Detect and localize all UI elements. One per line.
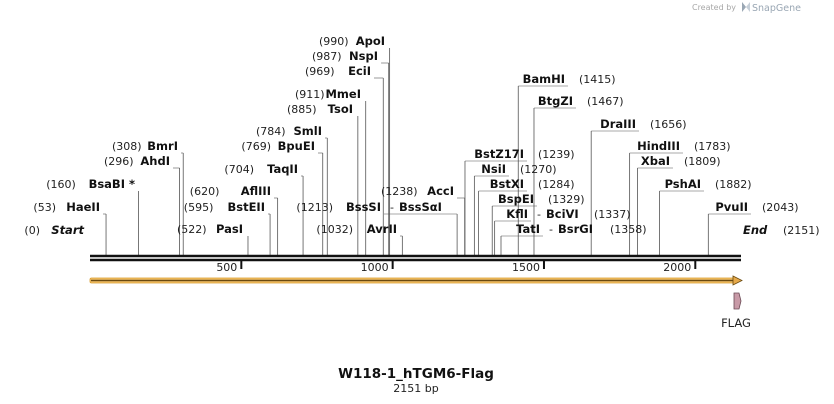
snapgene-logo-icon	[742, 2, 750, 12]
snapgene-credit: Created by SnapGene	[692, 2, 801, 14]
site-pair-separator: -	[537, 208, 541, 221]
site-position-label: (1270)	[520, 163, 557, 176]
site-name-label[interactable]: BpuEI	[278, 139, 315, 153]
site-position-label: (1358)	[610, 223, 647, 236]
site-position-label: (987)	[312, 50, 342, 63]
ruler-tick-label: 500	[216, 261, 237, 274]
site-name-label[interactable]: AhdI	[140, 154, 170, 168]
site-name-label[interactable]: KflI	[506, 207, 528, 221]
credit-brand: SnapGene	[752, 3, 801, 14]
site-name-label[interactable]: BstXI	[490, 177, 524, 191]
site-name-label[interactable]: PshAI	[665, 177, 701, 191]
ruler-tick-label: 1500	[512, 261, 540, 274]
site-name-label[interactable]: BstEII	[227, 200, 265, 214]
site-name-label[interactable]: EciI	[348, 64, 371, 78]
site-position-label: (296)	[104, 155, 134, 168]
credit-prefix: Created by	[692, 3, 736, 12]
sequence-backbone	[90, 254, 741, 262]
site-name-label[interactable]: MmeI	[325, 87, 361, 101]
site-name-label[interactable]: BssSI	[346, 200, 381, 214]
site-position-label: (53)	[33, 201, 56, 214]
site-name-label[interactable]: XbaI	[641, 154, 670, 168]
restriction-site-labels: Start (0) HaeII (53) BsaBI * (160) AhdI (296) Bm…	[24, 34, 819, 237]
sequence-end-label: End	[743, 223, 768, 237]
site-pair-name-label[interactable]: BsrGI	[558, 222, 593, 236]
site-position-label: (969)	[305, 65, 335, 78]
site-name-label[interactable]: AvrII	[367, 222, 397, 236]
site-name-label[interactable]: AccI	[427, 184, 454, 198]
flag-feature-label: FLAG	[721, 316, 751, 330]
site-position-label: (1415)	[579, 73, 616, 86]
site-position-label: (1213)	[296, 201, 333, 214]
site-position-label: (704)	[224, 163, 254, 176]
site-name-label[interactable]: HindIII	[637, 139, 680, 153]
sequence-ruler: 500 1000 1500 2000	[216, 261, 697, 274]
site-name-label[interactable]: AflIII	[241, 184, 271, 198]
site-name-label[interactable]: PvuII	[715, 200, 748, 214]
site-name-label[interactable]: PasI	[216, 222, 243, 236]
site-position-label: (1882)	[715, 178, 752, 191]
site-position-label: (1238)	[381, 185, 418, 198]
sequence-end-label: Start	[51, 223, 84, 237]
site-name-label[interactable]: BmrI	[147, 139, 178, 153]
site-position-label: (620)	[190, 185, 220, 198]
site-pair-separator: -	[549, 223, 553, 236]
flag-feature-arrow[interactable]	[733, 292, 742, 310]
site-position-label: (1337)	[594, 208, 631, 221]
sequence-length: 2151 bp	[393, 382, 438, 395]
site-position-label: (769)	[241, 140, 271, 153]
site-name-label[interactable]: BamHI	[523, 72, 565, 86]
site-position-label: (784)	[256, 125, 286, 138]
orf-feature-arrow[interactable]	[89, 275, 743, 286]
site-name-label[interactable]: TatI	[516, 222, 540, 236]
site-name-label[interactable]: HaeII	[66, 200, 100, 214]
site-position-label: (1783)	[694, 140, 731, 153]
site-name-label[interactable]: ApoI	[356, 34, 385, 48]
site-position-label: (522)	[177, 223, 207, 236]
site-position-label: (1467)	[587, 95, 624, 108]
site-name-label[interactable]: BstZ17I	[474, 147, 524, 161]
ruler-tick-label: 1000	[361, 261, 389, 274]
site-position-label: (1809)	[684, 155, 721, 168]
site-position-label: (2043)	[762, 201, 799, 214]
site-name-label[interactable]: SmlI	[294, 124, 323, 138]
site-position-label: (1239)	[538, 148, 575, 161]
site-position-label: (1656)	[650, 118, 687, 131]
site-name-label[interactable]: BsaBI *	[89, 177, 135, 191]
site-name-label[interactable]: DraIII	[600, 117, 636, 131]
site-pair-name-label[interactable]: BssSαI	[399, 200, 442, 214]
site-pair-name-label[interactable]: BciVI	[546, 207, 579, 221]
site-name-label[interactable]: TsoI	[328, 102, 353, 116]
site-name-label[interactable]: NsiI	[481, 162, 506, 176]
site-pair-separator: -	[390, 201, 394, 214]
site-position-label: (2151)	[783, 224, 820, 237]
site-position-label: (595)	[184, 201, 214, 214]
site-position-label: (1329)	[548, 193, 585, 206]
site-position-label: (160)	[46, 178, 76, 191]
site-name-label[interactable]: TaqII	[267, 162, 298, 176]
site-position-label: (308)	[112, 140, 142, 153]
site-position-label: (885)	[287, 103, 317, 116]
site-name-label[interactable]: NspI	[349, 49, 378, 63]
site-name-label[interactable]: BtgZI	[538, 94, 573, 108]
ruler-tick-label: 2000	[663, 261, 691, 274]
site-position-label: (0)	[24, 224, 40, 237]
site-position-label: (1032)	[316, 223, 353, 236]
site-position-label: (990)	[319, 35, 349, 48]
site-leader-lines	[103, 48, 751, 255]
site-position-label: (911)	[295, 88, 325, 101]
flag-feature[interactable]: FLAG	[721, 292, 751, 330]
sequence-title: W118-1_hTGM6-Flag	[338, 366, 494, 382]
site-name-label[interactable]: BspEI	[498, 192, 534, 206]
site-position-label: (1284)	[538, 178, 575, 191]
